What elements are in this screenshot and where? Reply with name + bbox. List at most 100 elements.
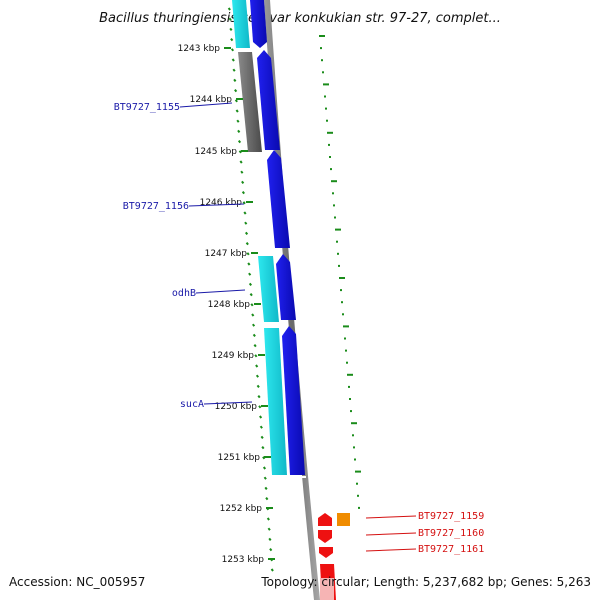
inner-track-dot [263,476,267,480]
gene-label-BT9727_1161[interactable]: BT9727_1161 [365,544,484,555]
tick-label: 1244 kbp [190,95,233,105]
inner-track-dot [245,242,249,246]
gene-label-BT9727_1155[interactable]: BT9727_1155 [114,102,233,113]
inner-track-dot [268,537,272,542]
inner-track-dot [244,231,249,235]
inner-track-dot [231,58,235,62]
inner-tick-track [227,7,274,572]
inner-track-dot [246,252,250,256]
inner-track-dot [242,201,246,205]
gene-label-odhB[interactable]: odhB [172,288,246,299]
red-gene-1159 [318,513,332,526]
tick-label: 1252 kbp [220,504,263,514]
inner-track-dot [232,68,236,72]
inner-track-dot [251,313,255,317]
blue-gene-top [250,0,267,48]
inner-track-dot [236,119,240,123]
inner-track-dot [267,527,271,531]
blue-gene-1156 [267,150,290,248]
red-gene-1161 [319,547,333,558]
inner-track-dot [262,456,266,460]
svg-text:odhB: odhB [172,288,196,299]
inner-track-dot [234,88,238,93]
gene-label-BT9727_1159[interactable]: BT9727_1159 [365,511,484,522]
outer-tick-track [319,35,361,509]
inner-track-dot [257,395,261,399]
svg-text:sucA: sucA [180,399,204,410]
inner-track-dot [259,415,263,419]
inner-track-dot [256,384,260,388]
cyan-band-odhB [258,256,279,322]
inner-track-dot [253,344,257,348]
inner-track-dot [252,323,256,327]
inner-track-dot [250,303,254,307]
inner-track-dot [238,150,242,154]
inner-track-dot [237,140,242,144]
tick-label: 1246 kbp [200,198,243,208]
tick-label: 1251 kbp [218,453,261,463]
inner-track-dot [265,497,269,501]
inner-track-dot [258,405,262,409]
inner-track-dot [260,435,264,439]
gray-band [238,52,262,152]
inner-track-dot [229,27,233,31]
inner-track-dot [252,333,256,337]
inner-track-dot [264,486,268,490]
inner-track-dot [230,48,235,52]
tick-label: 1248 kbp [208,300,251,310]
inner-track-dot [227,7,231,11]
topology-text: Topology: circular; Length: 5,237,682 bp… [260,575,591,589]
blue-gene-sucA [282,326,305,475]
tick-label: 1247 kbp [205,249,248,259]
blue-gene-1155 [257,50,280,150]
svg-text:BT9727_1155: BT9727_1155 [114,102,180,113]
gene-label-BT9727_1160[interactable]: BT9727_1160 [365,528,484,539]
inner-track-dot [233,78,237,83]
orange-gene [337,513,350,526]
svg-text:BT9727_1161: BT9727_1161 [418,544,484,555]
inner-track-dot [261,446,265,450]
inner-track-dot [248,272,252,276]
cyan-band-sucA [264,328,287,475]
svg-text:BT9727_1160: BT9727_1160 [418,528,484,539]
gene-label-sucA[interactable]: sucA [180,399,253,410]
inner-track-dot [247,262,251,266]
inner-track-dot [254,354,258,358]
tick-label: 1249 kbp [212,351,255,361]
strip-gap [270,476,306,478]
inner-track-dot [269,547,273,552]
gene-label-BT9727_1156[interactable]: BT9727_1156 [123,201,245,212]
inner-track-dot [228,17,232,21]
blue-gene-odhB [276,254,296,320]
inner-track-dot [266,517,270,521]
cyan-band-top [232,0,250,48]
inner-track-dot [243,211,247,215]
inner-track-dot [237,129,241,133]
svg-text:BT9727_1159: BT9727_1159 [418,511,484,522]
inner-track-dot [244,221,248,225]
inner-track-dot [262,466,267,470]
tick-label: 1243 kbp [178,44,221,54]
red-gene-1160 [318,530,332,543]
inner-track-dot [239,160,243,164]
tick-label: 1250 kbp [215,402,258,412]
inner-track-dot [234,99,238,103]
inner-track-dot [240,170,244,174]
inner-track-dot [255,374,260,378]
inner-track-dot [241,191,245,195]
tick-label: 1253 kbp [222,555,265,565]
inner-track-dot [270,568,274,572]
map-title: Bacillus thuringiensis serovar konkukian… [99,11,501,26]
inner-track-dot [235,109,239,113]
inner-track-dot [241,180,245,184]
tick-labels: 1243 kbp 1244 kbp 1245 kbp 1246 kbp 1247 kbp… [178,44,275,565]
red-gene-highlight [320,578,334,600]
inner-track-dot [230,37,234,42]
accession-text: Accession: NC_005957 [9,575,145,589]
inner-track-dot [255,364,259,368]
inner-track-dot [259,425,263,429]
tick-label: 1245 kbp [195,147,238,157]
svg-text:BT9727_1156: BT9727_1156 [123,201,189,212]
inner-track-dot [248,282,252,286]
